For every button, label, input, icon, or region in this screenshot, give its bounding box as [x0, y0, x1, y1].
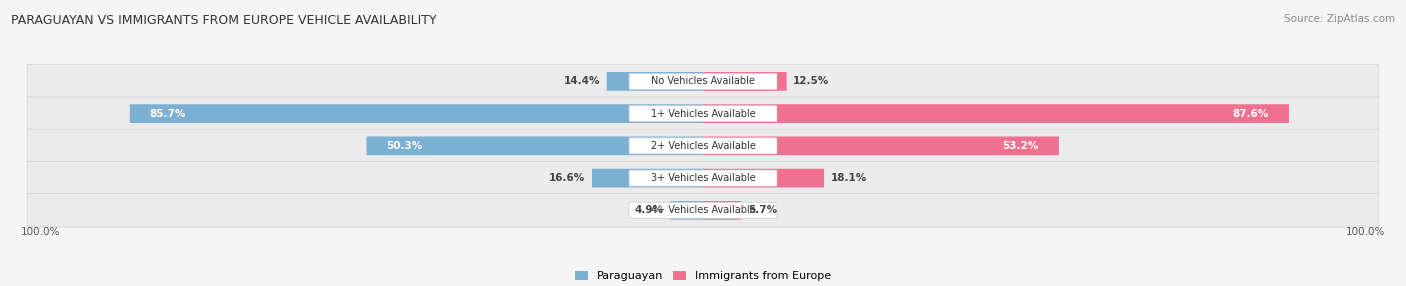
FancyBboxPatch shape [671, 201, 703, 220]
FancyBboxPatch shape [27, 65, 1379, 98]
FancyBboxPatch shape [27, 97, 1379, 130]
FancyBboxPatch shape [367, 136, 703, 155]
FancyBboxPatch shape [27, 194, 1379, 227]
Text: 18.1%: 18.1% [831, 173, 868, 183]
Text: 100.0%: 100.0% [21, 227, 60, 237]
FancyBboxPatch shape [703, 72, 786, 91]
FancyBboxPatch shape [628, 202, 778, 219]
Text: 87.6%: 87.6% [1233, 109, 1268, 119]
FancyBboxPatch shape [606, 72, 703, 91]
Text: 16.6%: 16.6% [548, 173, 585, 183]
FancyBboxPatch shape [703, 201, 741, 220]
Text: 85.7%: 85.7% [150, 109, 186, 119]
Text: Source: ZipAtlas.com: Source: ZipAtlas.com [1284, 14, 1395, 24]
FancyBboxPatch shape [703, 104, 1289, 123]
Text: 14.4%: 14.4% [564, 76, 600, 86]
Text: 2+ Vehicles Available: 2+ Vehicles Available [651, 141, 755, 151]
FancyBboxPatch shape [703, 169, 824, 187]
Legend: Paraguayan, Immigrants from Europe: Paraguayan, Immigrants from Europe [571, 267, 835, 286]
Text: 100.0%: 100.0% [1346, 227, 1385, 237]
FancyBboxPatch shape [628, 73, 778, 90]
FancyBboxPatch shape [628, 106, 778, 122]
Text: 12.5%: 12.5% [793, 76, 830, 86]
Text: 1+ Vehicles Available: 1+ Vehicles Available [651, 109, 755, 119]
Text: 4.9%: 4.9% [634, 205, 664, 215]
Text: No Vehicles Available: No Vehicles Available [651, 76, 755, 86]
FancyBboxPatch shape [592, 169, 703, 187]
FancyBboxPatch shape [628, 138, 778, 154]
Text: 53.2%: 53.2% [1002, 141, 1039, 151]
Text: 4+ Vehicles Available: 4+ Vehicles Available [651, 205, 755, 215]
FancyBboxPatch shape [27, 161, 1379, 195]
FancyBboxPatch shape [27, 129, 1379, 163]
FancyBboxPatch shape [628, 170, 778, 186]
Text: 50.3%: 50.3% [387, 141, 423, 151]
Text: 5.7%: 5.7% [748, 205, 778, 215]
Text: PARAGUAYAN VS IMMIGRANTS FROM EUROPE VEHICLE AVAILABILITY: PARAGUAYAN VS IMMIGRANTS FROM EUROPE VEH… [11, 14, 437, 27]
Text: 3+ Vehicles Available: 3+ Vehicles Available [651, 173, 755, 183]
FancyBboxPatch shape [703, 136, 1059, 155]
FancyBboxPatch shape [129, 104, 703, 123]
